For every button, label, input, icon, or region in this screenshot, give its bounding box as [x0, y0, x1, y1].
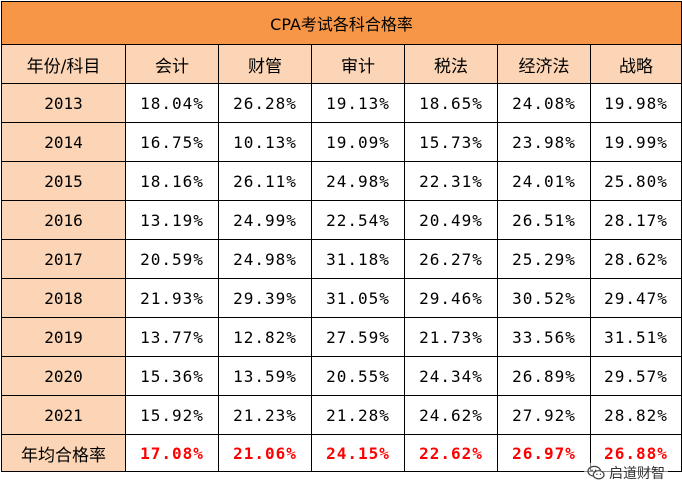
rate-cell: 24.98%: [311, 161, 405, 201]
rate-cell: 29.57%: [589, 356, 682, 396]
rate-cell: 20.55%: [311, 356, 405, 396]
rate-cell: 24.08%: [497, 83, 591, 123]
rate-cell: 26.89%: [497, 356, 591, 396]
rate-cell: 20.59%: [125, 239, 219, 279]
rate-cell: 18.65%: [404, 83, 498, 123]
rate-cell: 21.28%: [311, 395, 405, 435]
rate-cell: 15.73%: [404, 122, 498, 162]
table-title: CPA考试各科合格率: [0, 1, 682, 45]
rate-cell: 31.05%: [311, 278, 405, 318]
average-rate-cell: 22.62%: [404, 434, 498, 472]
header-financial-management: 财管: [218, 44, 312, 84]
rate-cell: 31.18%: [311, 239, 405, 279]
rate-cell: 18.04%: [125, 83, 219, 123]
rate-cell: 20.49%: [404, 200, 498, 240]
rate-cell: 24.62%: [404, 395, 498, 435]
rate-cell: 18.16%: [125, 161, 219, 201]
rate-cell: 24.34%: [404, 356, 498, 396]
rate-cell: 19.99%: [589, 122, 682, 162]
rate-cell: 23.98%: [497, 122, 591, 162]
rate-cell: 13.77%: [125, 317, 219, 357]
watermark: 启道财智: [584, 463, 668, 483]
rate-cell: 29.47%: [589, 278, 682, 318]
rate-cell: 26.28%: [218, 83, 312, 123]
header-row: 年份/科目 会计 财管 审计 税法 经济法 战略: [1, 44, 682, 84]
year-cell: 2017: [1, 239, 126, 279]
rate-cell: 21.23%: [218, 395, 312, 435]
rate-cell: 26.51%: [497, 200, 591, 240]
average-rate-cell: 26.97%: [497, 434, 591, 472]
rate-cell: 30.52%: [497, 278, 591, 318]
rate-cell: 13.59%: [218, 356, 312, 396]
rate-cell: 29.46%: [404, 278, 498, 318]
table-row: 2019 13.77% 12.82% 27.59% 21.73% 33.56% …: [1, 317, 682, 357]
rate-cell: 33.56%: [497, 317, 591, 357]
year-cell: 2015: [1, 161, 126, 201]
rate-cell: 12.82%: [218, 317, 312, 357]
rate-cell: 19.09%: [311, 122, 405, 162]
rate-cell: 22.31%: [404, 161, 498, 201]
table-row: 2018 21.93% 29.39% 31.05% 29.46% 30.52% …: [1, 278, 682, 318]
rate-cell: 19.13%: [311, 83, 405, 123]
rate-cell: 24.01%: [497, 161, 591, 201]
rate-cell: 26.27%: [404, 239, 498, 279]
average-rate-cell: 24.15%: [311, 434, 405, 472]
rate-cell: 24.98%: [218, 239, 312, 279]
rate-cell: 22.54%: [311, 200, 405, 240]
watermark-text: 启道财智: [609, 466, 665, 482]
rate-cell: 26.11%: [218, 161, 312, 201]
year-cell: 2021: [1, 395, 126, 435]
rate-cell: 31.51%: [589, 317, 682, 357]
wechat-icon: [587, 465, 605, 480]
year-cell: 2013: [1, 83, 126, 123]
average-rate-cell: 21.06%: [218, 434, 312, 472]
table-row: 2017 20.59% 24.98% 31.18% 26.27% 25.29% …: [1, 239, 682, 279]
year-cell: 2016: [1, 200, 126, 240]
year-cell: 2019: [1, 317, 126, 357]
header-corner: 年份/科目: [1, 44, 126, 84]
rate-cell: 24.99%: [218, 200, 312, 240]
year-cell: 2020: [1, 356, 126, 396]
table-row: 2016 13.19% 24.99% 22.54% 20.49% 26.51% …: [1, 200, 682, 240]
header-tax-law: 税法: [404, 44, 498, 84]
rate-cell: 21.93%: [125, 278, 219, 318]
table-row: 2013 18.04% 26.28% 19.13% 18.65% 24.08% …: [1, 83, 682, 123]
table-row: 2020 15.36% 13.59% 20.55% 24.34% 26.89% …: [1, 356, 682, 396]
average-row: 年均合格率 17.08% 21.06% 24.15% 22.62% 26.97%…: [1, 434, 682, 472]
rate-cell: 15.92%: [125, 395, 219, 435]
rate-cell: 25.80%: [589, 161, 682, 201]
average-label: 年均合格率: [1, 434, 126, 472]
table-row: 2014 16.75% 10.13% 19.09% 15.73% 23.98% …: [1, 122, 682, 162]
year-cell: 2018: [1, 278, 126, 318]
rate-cell: 29.39%: [218, 278, 312, 318]
rate-cell: 10.13%: [218, 122, 312, 162]
rate-cell: 13.19%: [125, 200, 219, 240]
rate-cell: 15.36%: [125, 356, 219, 396]
header-accounting: 会计: [125, 44, 219, 84]
header-economic-law: 经济法: [497, 44, 591, 84]
header-audit: 审计: [311, 44, 405, 84]
table-row: 2021 15.92% 21.23% 21.28% 24.62% 27.92% …: [1, 395, 682, 435]
rate-cell: 25.29%: [497, 239, 591, 279]
rate-cell: 16.75%: [125, 122, 219, 162]
rate-cell: 28.62%: [589, 239, 682, 279]
rate-cell: 27.59%: [311, 317, 405, 357]
year-cell: 2014: [1, 122, 126, 162]
rate-cell: 28.17%: [589, 200, 682, 240]
table-row: 2015 18.16% 26.11% 24.98% 22.31% 24.01% …: [1, 161, 682, 201]
header-strategy: 战略: [589, 44, 682, 84]
pass-rate-table: CPA考试各科合格率 年份/科目 会计 财管 审计 税法 经济法 战略 2013…: [0, 1, 682, 472]
average-rate-cell: 17.08%: [125, 434, 219, 472]
rate-cell: 21.73%: [404, 317, 498, 357]
rate-cell: 28.82%: [589, 395, 682, 435]
rate-cell: 19.98%: [589, 83, 682, 123]
rate-cell: 27.92%: [497, 395, 591, 435]
